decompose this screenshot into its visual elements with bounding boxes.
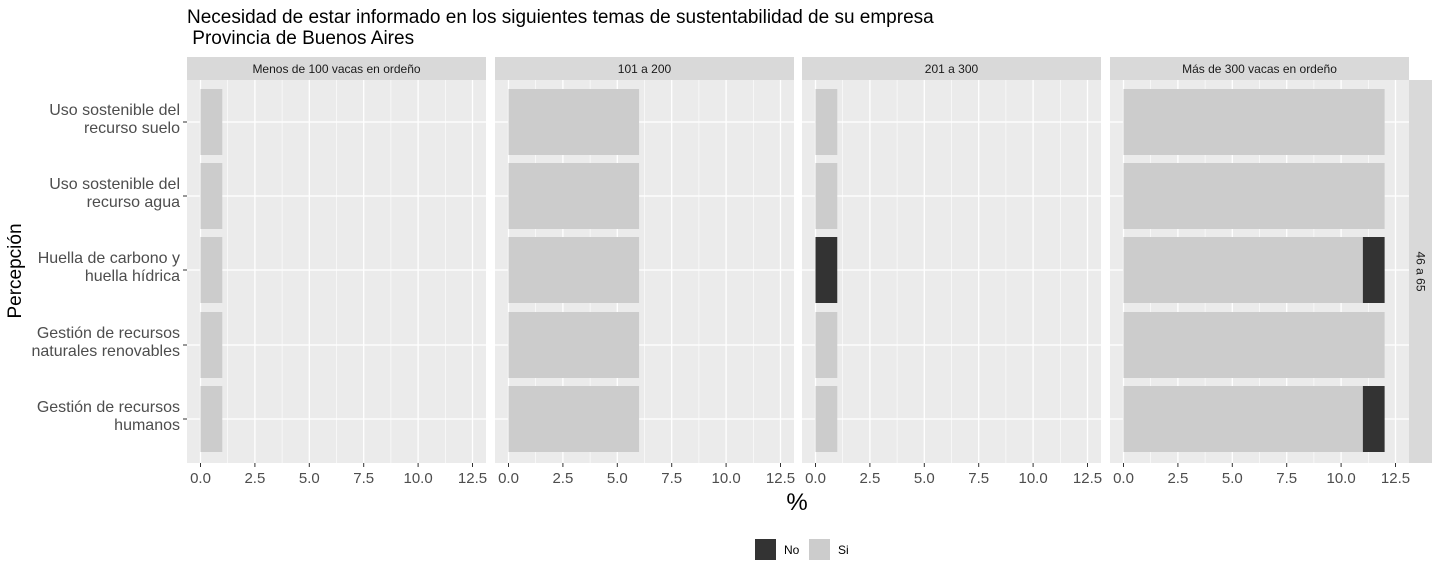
x-tick-label: 7.5 [353,470,374,487]
chart-subtitle: Provincia de Buenos Aires [187,28,414,49]
legend: No Si [755,539,849,560]
bar-si [815,312,838,378]
x-tick-label: 12.5 [1381,470,1410,487]
bar-si [508,312,640,378]
x-tick-label: 0.0 [805,470,826,487]
x-tick-label: 2.5 [859,470,880,487]
y-category-label: recurso agua [87,194,180,211]
facet-panel: Menos de 100 vacas en ordeño 0.0 2.5 5.0 7.5… [187,57,487,487]
facet-strip [1110,57,1409,80]
facet-strip-label: 201 a 300 [925,62,979,76]
legend-key-si [809,539,830,560]
y-category-label: Uso sostenible del [49,176,180,193]
facet-strip [495,57,794,80]
legend-key-no [755,539,776,560]
x-tick-label: 5.0 [1222,470,1243,487]
bar-si [200,312,223,378]
bar-si [508,386,640,452]
bar-si [508,237,640,303]
bar-si [1123,386,1363,452]
facet-strip-label: Más de 300 vacas en ordeño [1182,62,1337,76]
x-tick-label: 5.0 [299,470,320,487]
facet-panel: 101 a 200 0.0 2.5 5.0 7.5 10.0 12.5 [495,57,795,487]
bar-si [200,89,223,155]
bar-si [200,163,223,229]
y-category-label: naturales renovables [31,343,180,360]
x-tick-label: 7.5 [661,470,682,487]
bar-si [815,386,838,452]
legend-label: Si [838,543,849,557]
x-tick-label: 5.0 [607,470,628,487]
y-category-label: humanos [114,417,180,434]
x-tick-label: 10.0 [1326,470,1355,487]
row-facet-strip [1409,80,1432,463]
x-tick-label: 12.5 [1073,470,1102,487]
facet-strip-label: 101 a 200 [618,62,672,76]
facet-panels: Menos de 100 vacas en ordeño 0.0 2.5 5.0 7.5… [187,57,1432,487]
bar-si [1123,237,1363,303]
x-tick-label: 0.0 [1113,470,1134,487]
row-facet-label: 46 a 65 [1414,251,1428,291]
x-tick-label: 2.5 [1167,470,1188,487]
chart-title: Necesidad de estar informado en los sigu… [187,7,934,28]
bar-si [200,386,223,452]
facet-strip-label: Menos de 100 vacas en ordeño [252,62,420,76]
x-tick-label: 12.5 [766,470,795,487]
x-tick-label: 7.5 [1276,470,1297,487]
y-category-label: Gestión de recursos [37,399,180,416]
facet-panel: Más de 300 vacas en ordeño 0.0 2.5 5.0 7.5 10… [1110,57,1410,487]
bar-si [1123,312,1385,378]
x-tick-label: 12.5 [458,470,487,487]
y-category-label: Huella de carbono y [38,250,180,267]
bar-no [815,237,838,303]
y-category-label: huella hídrica [85,268,180,285]
x-tick-label: 5.0 [914,470,935,487]
x-tick-label: 0.0 [498,470,519,487]
bar-si [508,163,640,229]
facet-strip [187,57,486,80]
bar-si [508,89,640,155]
bar-si [200,237,223,303]
x-tick-label: 2.5 [244,470,265,487]
legend-label: No [784,543,800,557]
bar-si [815,163,838,229]
y-category-label: recurso suelo [84,120,180,137]
facet-panel: 201 a 300 0.0 2.5 5.0 7.5 10.0 12.5 [802,57,1102,487]
bar-no [1362,386,1385,452]
y-axis-title: Percepción [5,223,26,318]
y-category-label: Uso sostenible del [49,102,180,119]
bar-si [1123,163,1385,229]
bar-si [1123,89,1385,155]
x-tick-label: 10.0 [711,470,740,487]
y-category-label: Gestión de recursos [37,325,180,342]
bar-si [815,89,838,155]
x-axis-title: % [786,489,807,516]
x-tick-label: 0.0 [190,470,211,487]
x-tick-label: 7.5 [968,470,989,487]
facet-strip [802,57,1101,80]
x-tick-label: 10.0 [1018,470,1047,487]
bar-no [1362,237,1385,303]
x-tick-label: 10.0 [403,470,432,487]
x-tick-label: 2.5 [552,470,573,487]
